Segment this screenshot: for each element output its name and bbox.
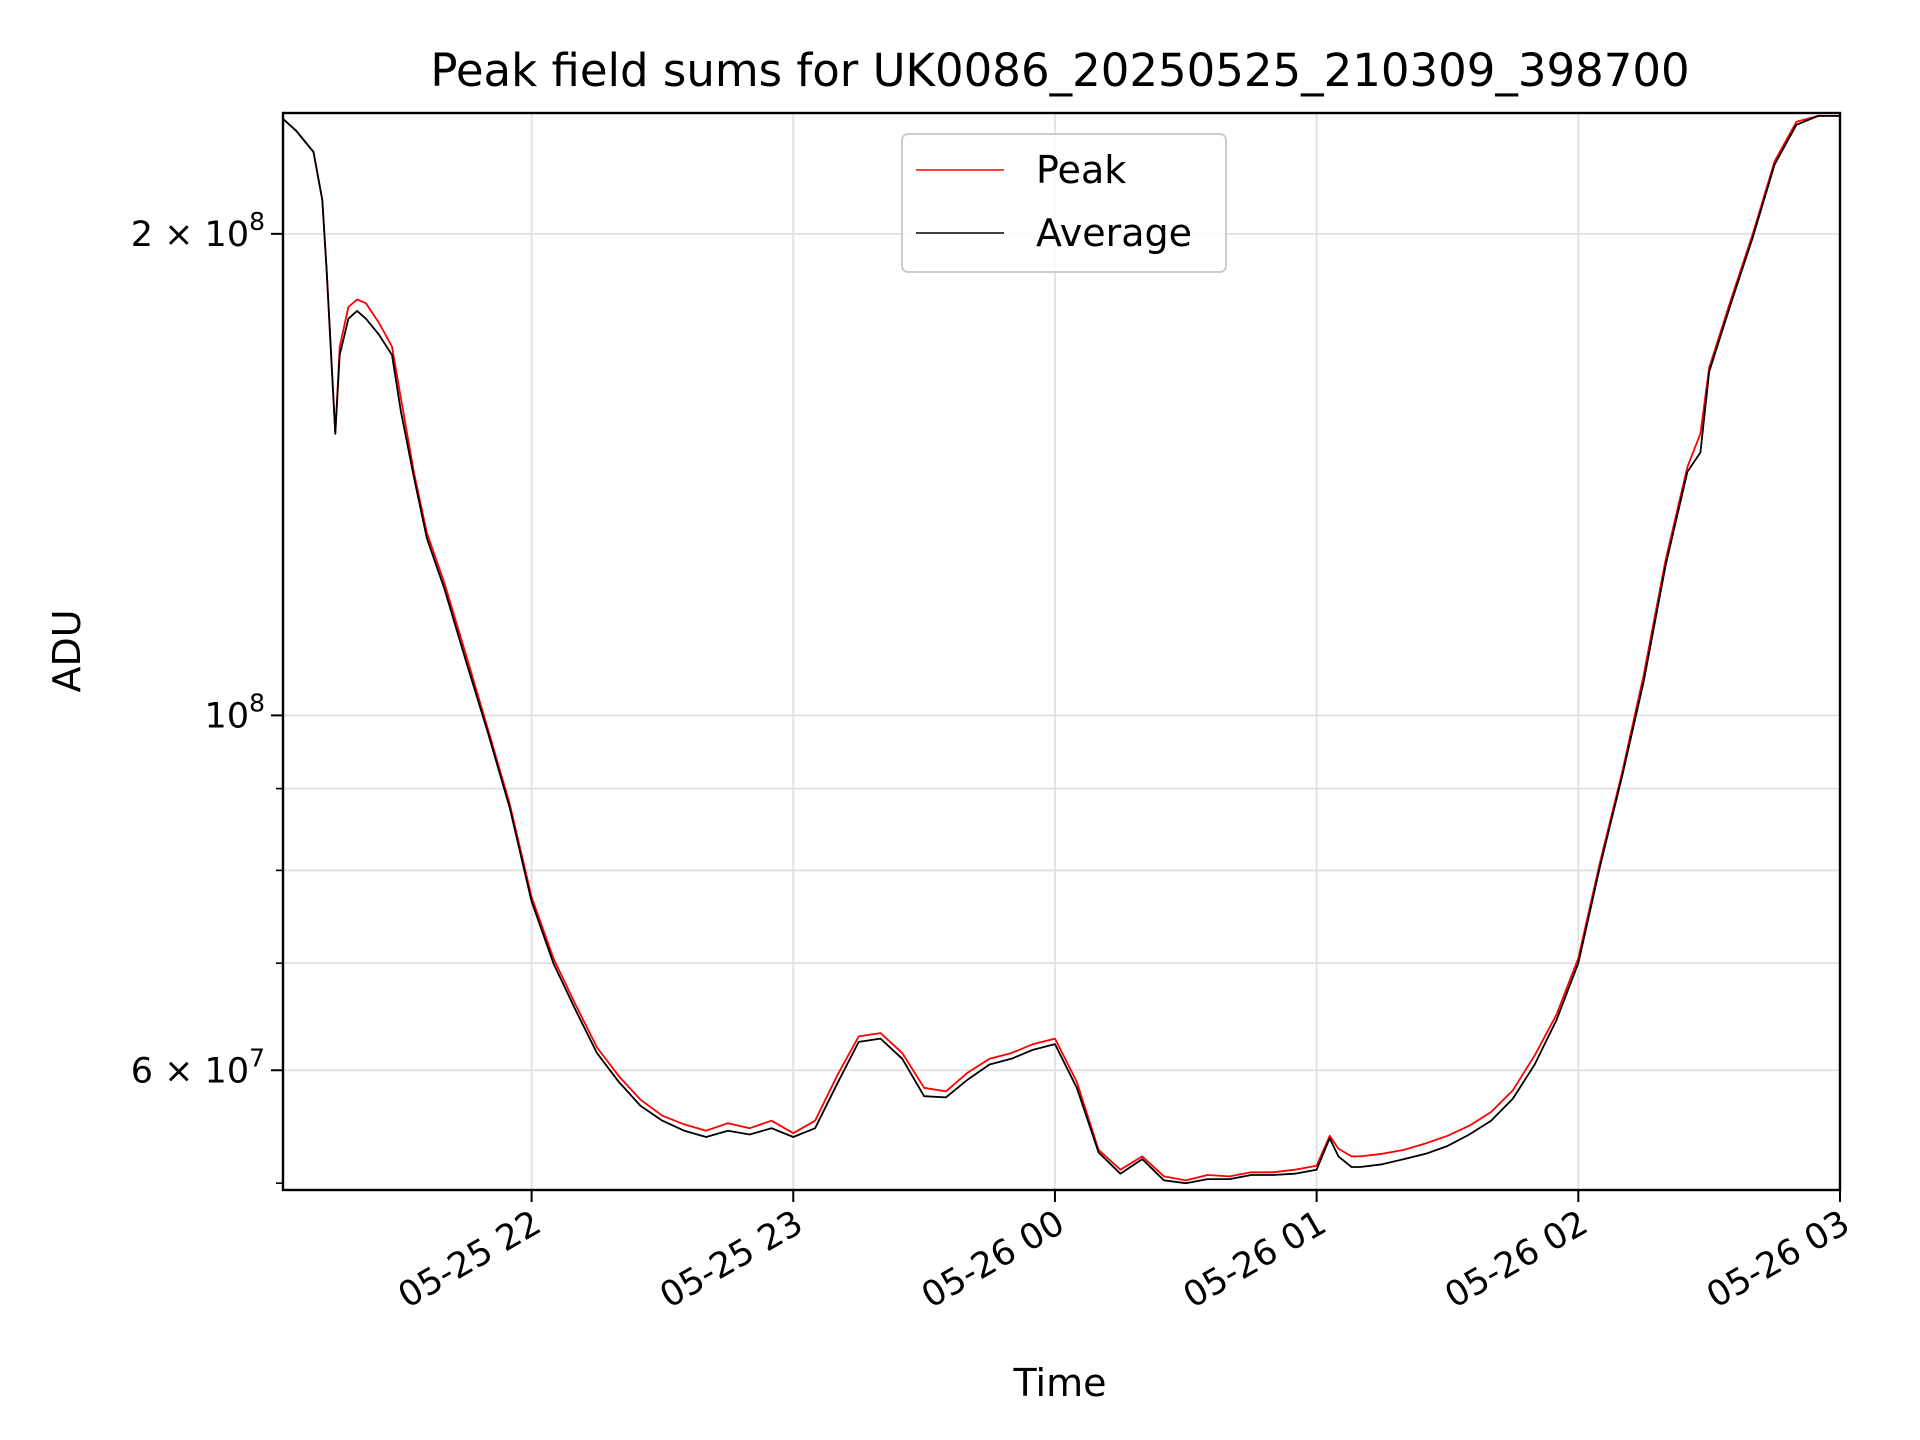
chart-title: Peak field sums for UK0086_20250525_2103… — [430, 44, 1689, 97]
legend: Peak Average — [901, 133, 1227, 273]
y-tick-label: 6 × 107 — [131, 1043, 265, 1091]
plot-lines — [283, 115, 1840, 1185]
y-axis-label: ADU — [45, 609, 89, 692]
y-tick-label: 108 — [205, 688, 265, 736]
plot-frame — [281, 111, 1842, 1192]
y-tick-label: 2 × 108 — [131, 207, 265, 255]
legend-average-label: Average — [1036, 211, 1192, 255]
x-axis-label: Time — [1013, 1361, 1107, 1405]
legend-peak-label: Peak — [1036, 148, 1126, 192]
grid — [283, 113, 1841, 1190]
series-line-peak — [283, 115, 1840, 1182]
series-line-average — [283, 115, 1840, 1185]
legend-box — [901, 133, 1227, 273]
